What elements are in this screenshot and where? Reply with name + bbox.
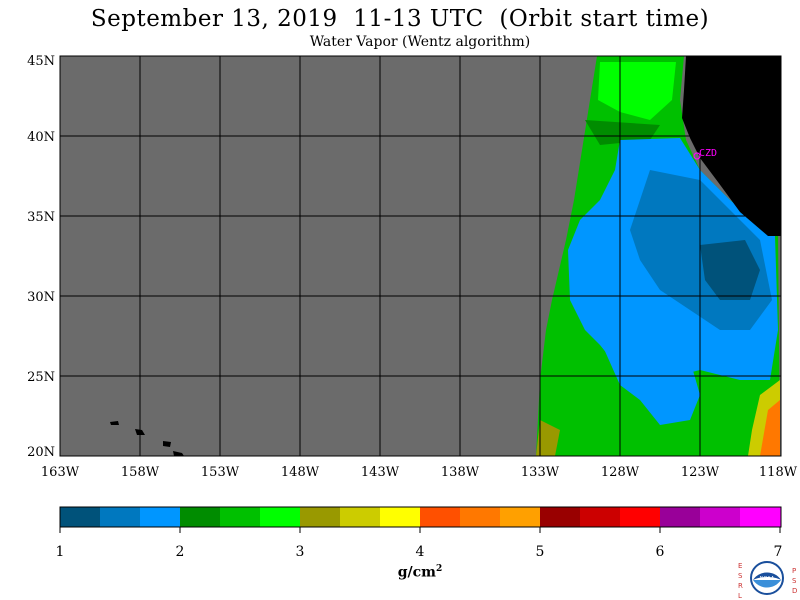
colorbar-swatch bbox=[660, 507, 701, 527]
colorbar-swatch bbox=[220, 507, 261, 527]
logo-letter-s: S bbox=[738, 572, 743, 580]
land-north-america bbox=[682, 56, 781, 236]
hawaii-island-big bbox=[173, 451, 184, 456]
colorbar-swatch bbox=[460, 507, 501, 527]
colorbar-unit-sup: 2 bbox=[435, 564, 443, 574]
lon-label-143w: 143W bbox=[361, 465, 400, 480]
swath-darkest-blue bbox=[700, 240, 760, 300]
lon-label-158w: 158W bbox=[121, 465, 160, 480]
colorbar-swatch bbox=[620, 507, 661, 527]
colorbar-swatch bbox=[740, 507, 781, 527]
logo-letter-l: L bbox=[738, 592, 742, 600]
lon-label-128w: 128W bbox=[601, 465, 640, 480]
lon-label-138w: 138W bbox=[441, 465, 480, 480]
lon-label-153w: 153W bbox=[201, 465, 240, 480]
colorbar-label-7: 7 bbox=[774, 544, 783, 560]
colorbar-label-6: 6 bbox=[656, 544, 665, 560]
swath-bright-green-north bbox=[598, 62, 676, 120]
colorbar-swatch bbox=[260, 507, 301, 527]
station-marker bbox=[693, 152, 701, 160]
colorbar-label-1: 1 bbox=[56, 544, 65, 560]
logo-center-text: NOAA bbox=[760, 576, 775, 582]
lon-label-148w: 148W bbox=[281, 465, 320, 480]
colorbar: 1 2 3 4 5 6 7 bbox=[56, 506, 783, 560]
lon-label-133w: 133W bbox=[521, 465, 560, 480]
colorbar-ticks bbox=[59, 527, 781, 533]
lat-label-35n: 35N bbox=[27, 210, 55, 225]
noaa-logo-icon bbox=[750, 561, 784, 595]
swath-olive-edge bbox=[536, 420, 560, 456]
lat-label-25n: 25N bbox=[27, 370, 55, 385]
logo-letter-d: D bbox=[792, 587, 797, 595]
colorbar-swatch bbox=[140, 507, 181, 527]
map-title: September 13, 2019 11-13 UTC (Orbit star… bbox=[90, 6, 710, 32]
colorbar-unit-text: g/cm bbox=[397, 564, 436, 581]
colorbar-label-5: 5 bbox=[536, 544, 545, 560]
colorbar-swatch bbox=[380, 507, 421, 527]
colorbar-swatch bbox=[700, 507, 741, 527]
hawaii-island-maui bbox=[163, 441, 171, 447]
lon-label-163w: 163W bbox=[41, 465, 80, 480]
noaa-bird-icon bbox=[753, 572, 781, 580]
colorbar-swatch bbox=[100, 507, 141, 527]
map-subtitle: Water Vapor (Wentz algorithm) bbox=[309, 34, 531, 50]
lat-label-30n: 30N bbox=[27, 290, 55, 305]
logo-letter-r: R bbox=[738, 582, 743, 590]
colorbar-swatch bbox=[420, 507, 461, 527]
logo-letter-s2: S bbox=[792, 577, 797, 585]
map-panel: CZD bbox=[59, 55, 782, 457]
lat-label-45n: 45N bbox=[27, 54, 55, 69]
colorbar-label-2: 2 bbox=[176, 544, 185, 560]
colorbar-label-4: 4 bbox=[416, 544, 425, 560]
colorbar-swatch bbox=[60, 507, 101, 527]
lon-label-123w: 123W bbox=[681, 465, 720, 480]
colorbar-swatch bbox=[180, 507, 221, 527]
colorbar-swatch bbox=[500, 507, 541, 527]
map-gridlines bbox=[60, 56, 781, 456]
colorbar-swatch bbox=[580, 507, 621, 527]
logo-letter-e: E bbox=[738, 562, 742, 570]
lat-label-40n: 40N bbox=[27, 130, 55, 145]
lat-label-20n: 20N bbox=[27, 445, 55, 460]
station-label: CZD bbox=[699, 148, 717, 159]
colorbar-unit: g/cm2 bbox=[0, 564, 800, 581]
swath-orange-se bbox=[760, 400, 780, 456]
logo-letter-p: P bbox=[792, 567, 796, 575]
map-frame bbox=[59, 55, 782, 457]
colorbar-swatch bbox=[300, 507, 341, 527]
colorbar-label-3: 3 bbox=[296, 544, 305, 560]
hawaii-island-kauai bbox=[110, 421, 119, 425]
lon-label-118w: 118W bbox=[759, 465, 798, 480]
colorbar-swatch bbox=[540, 507, 581, 527]
swath-dark-green-band bbox=[585, 120, 660, 145]
colorbar-swatch bbox=[340, 507, 381, 527]
swath-blue-south bbox=[600, 340, 700, 425]
colorbar-swatches bbox=[60, 507, 781, 527]
noaa-esrl-psd-logo: E S R L P S D NOAA bbox=[738, 561, 797, 600]
